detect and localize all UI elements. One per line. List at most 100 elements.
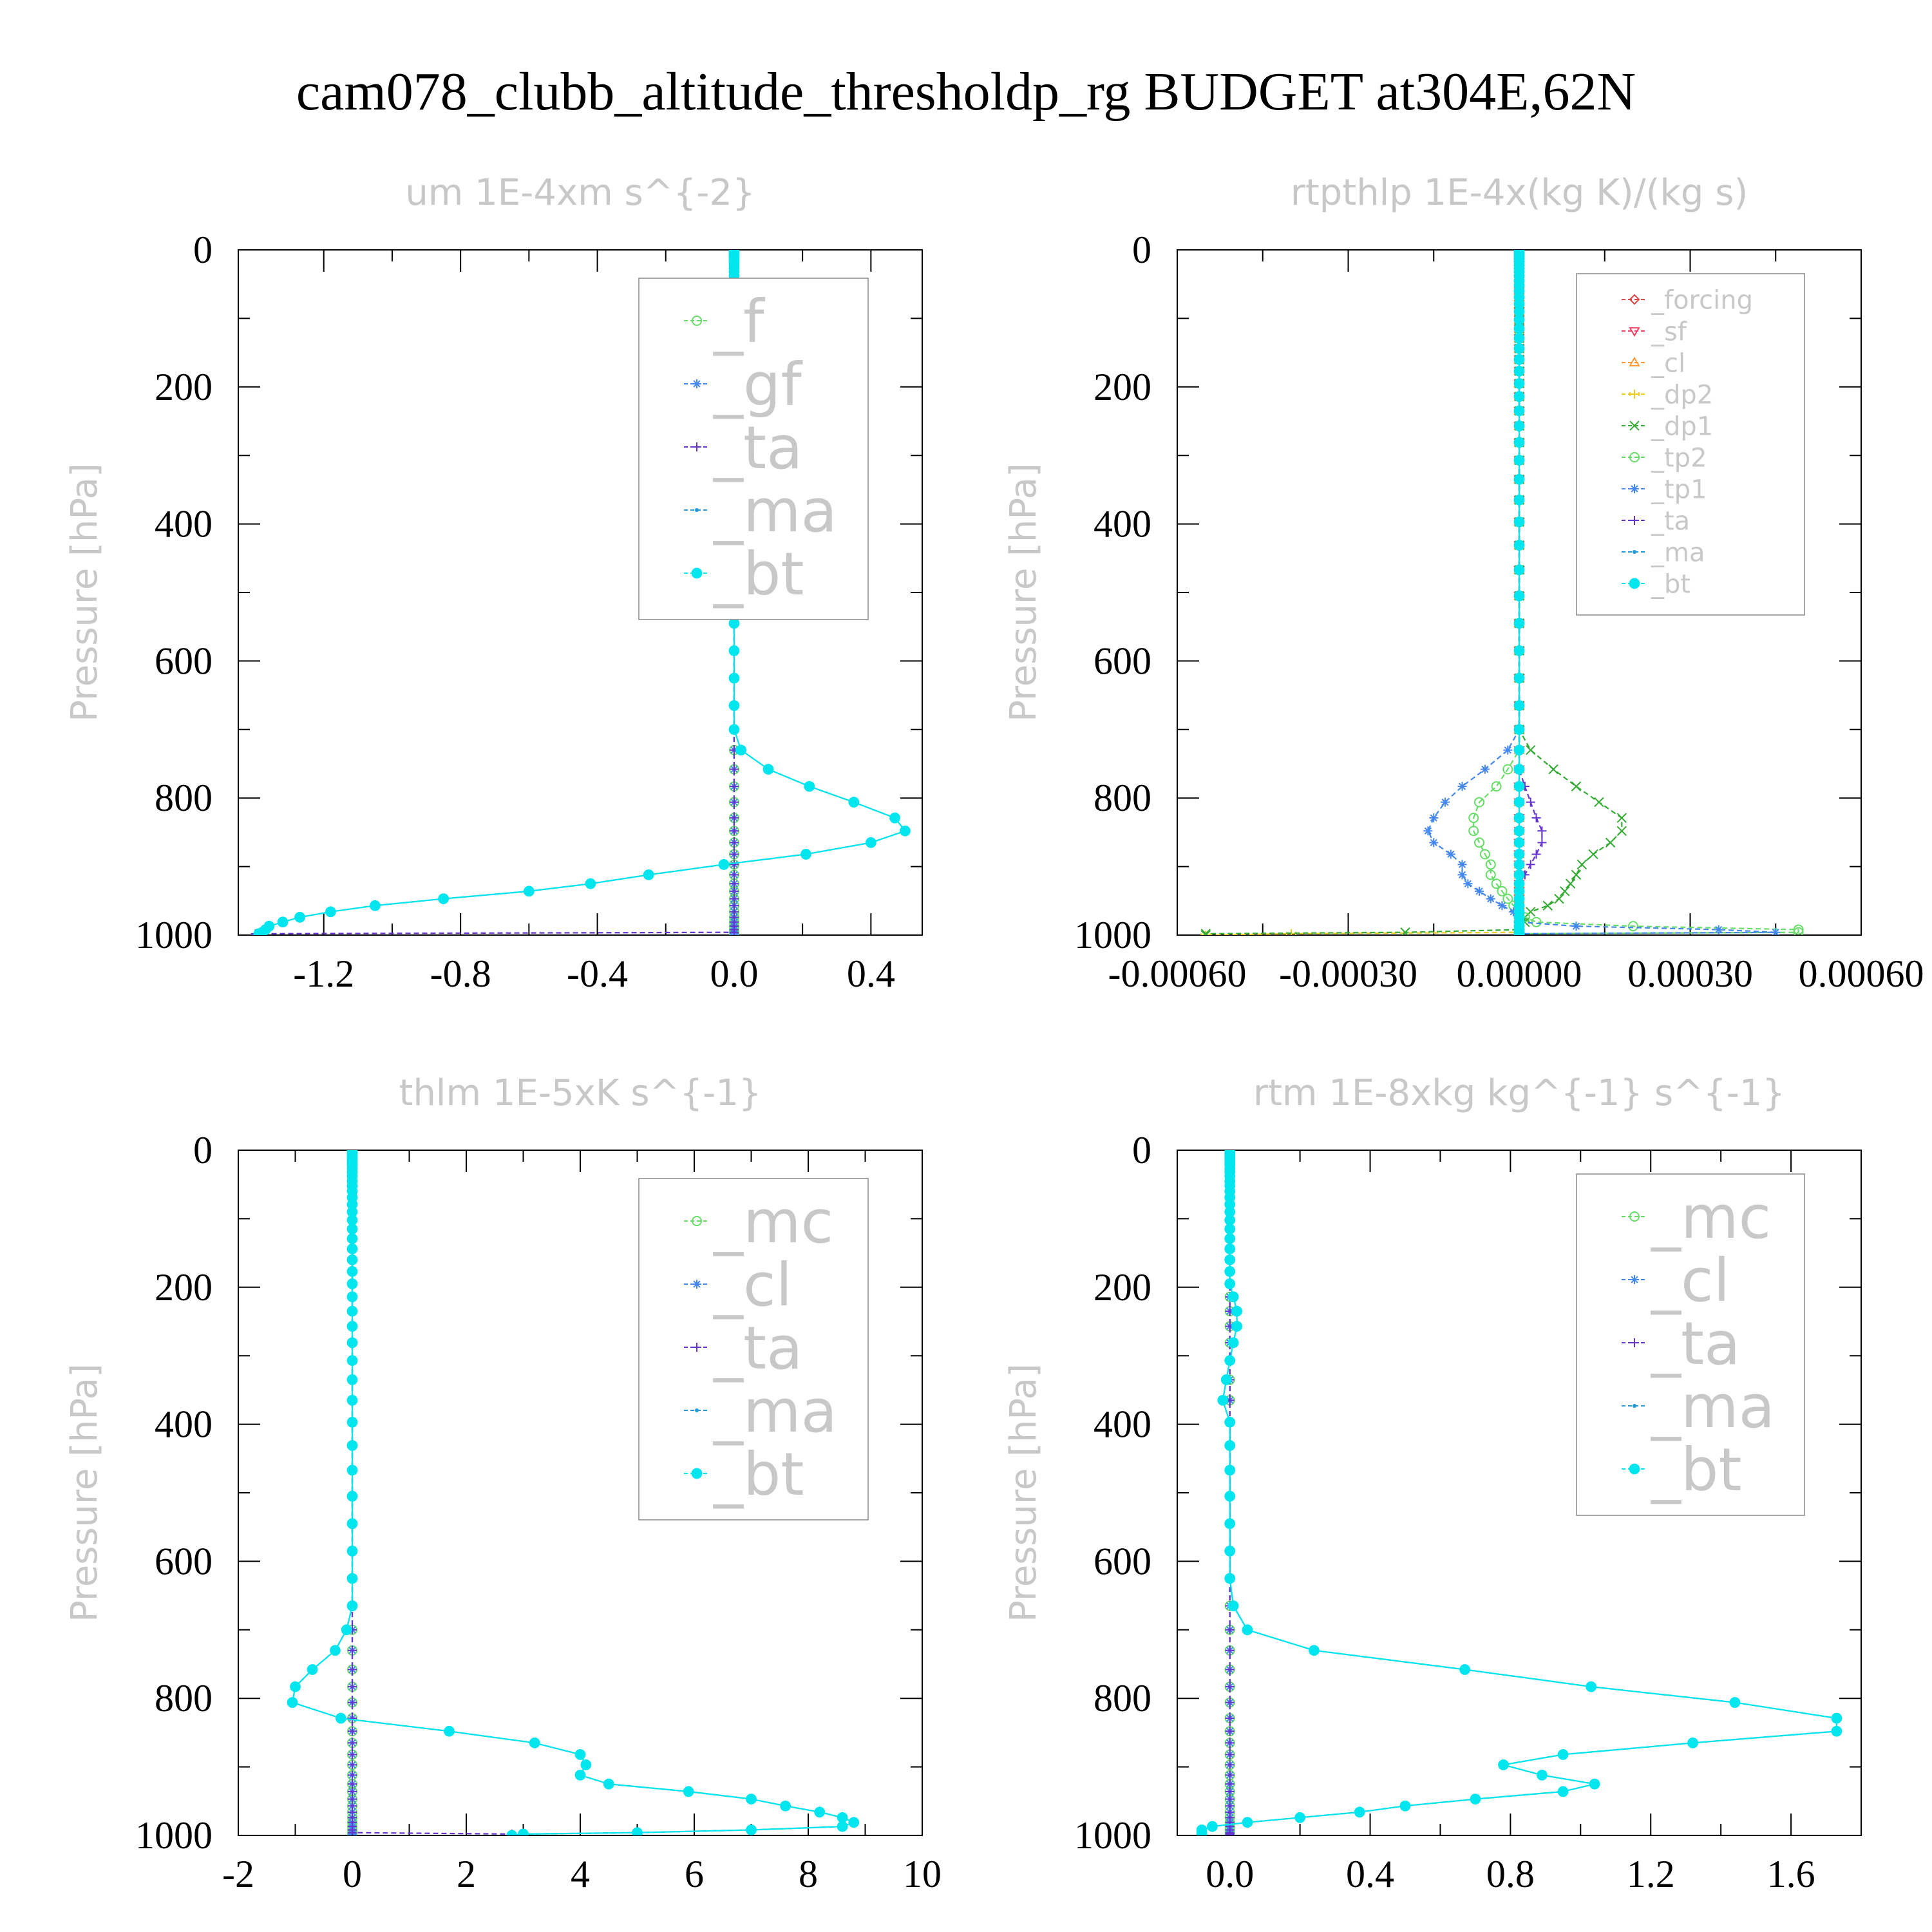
marker-shape [1224,1440,1236,1451]
data-point [1309,1645,1320,1656]
data-point [346,1337,358,1349]
marker-shape [1526,860,1535,869]
marker-shape [1200,930,1211,935]
data-point [277,916,289,928]
data-point [287,1697,298,1708]
data-point [728,724,740,735]
data-point [1531,849,1541,859]
data-point [762,764,774,775]
data-point [1225,1750,1235,1759]
data-point [346,1518,358,1530]
legend-label: _dp1 [1651,412,1713,441]
data-point [1224,1198,1236,1210]
marker-shape [1628,921,1638,932]
data-point [1459,1664,1470,1675]
data-point [1474,797,1485,808]
data-point [1220,1374,1232,1385]
marker-shape [1513,618,1525,629]
data-point [346,1215,358,1226]
marker-shape [348,1698,357,1707]
data-point [346,1278,358,1289]
legend-label: _mc [713,1188,833,1256]
data-point [729,764,739,774]
data-point [1242,1817,1253,1828]
y-axis-label: Pressure [hPa] [64,1363,106,1622]
chart-panel-3: thlm 1E-5xK s^{-1} Pressure [hPa] 0 200 400 6… [64,1072,942,1895]
legend: _f_gf_ta_ma_bt [638,278,869,620]
marker-shape [1629,578,1640,589]
marker-shape [1440,797,1450,807]
legend-label: _ta [713,413,802,482]
marker-shape [1513,837,1525,848]
legend-marker [1629,390,1640,399]
y-tick-label: 800 [1094,777,1151,819]
data-point [529,1737,540,1748]
marker-shape [1220,1374,1232,1385]
marker-shape [1225,1625,1235,1634]
marker-shape [1468,826,1479,837]
marker-shape [1513,781,1525,792]
data-point [683,1786,694,1797]
data-point [1242,1624,1253,1636]
data-point [1513,812,1525,824]
data-point [1399,1800,1411,1812]
marker-shape [1554,893,1564,904]
data-point [346,1600,358,1611]
data-point [729,870,739,880]
marker-shape [330,1645,341,1656]
data-point [1225,1714,1235,1723]
data-point [1400,927,1410,935]
data-point [1231,1305,1242,1317]
series-ta [348,1150,516,1835]
marker-shape [735,744,746,756]
marker-shape [1513,672,1525,684]
data-point [1513,929,1525,935]
data-point [1513,869,1525,880]
data-point [1224,1233,1236,1244]
data-point [330,1645,341,1656]
marker-shape [1513,825,1525,837]
data-point [348,1714,357,1723]
data-point [1513,306,1525,317]
data-point [848,1817,860,1828]
marker-shape [1429,838,1439,848]
data-point [1498,1759,1509,1770]
marker-shape [1225,1786,1235,1796]
panel-title: rtm 1E-8xkg kg^{-1} s^{-1} [1253,1072,1785,1114]
legend-marker [1629,357,1640,366]
data-point [1513,564,1525,576]
marker-shape [1242,1624,1253,1636]
marker-shape [1498,1759,1509,1770]
marker-shape [1513,306,1525,317]
marker-shape [1616,813,1627,823]
data-point [1440,797,1450,807]
data-point [1457,782,1467,791]
marker-shape [729,927,739,935]
legend: _mc_cl_ta_ma_bt [638,1178,869,1520]
data-point [1423,826,1433,836]
legend-label: _ma [1651,538,1705,567]
marker-shape [523,886,535,897]
legend-label: _ma [1651,1372,1775,1441]
data-point [1513,540,1525,551]
marker-shape [1225,1750,1235,1759]
marker-shape [346,1265,358,1277]
marker-shape [1571,869,1582,880]
marker-shape [1463,879,1473,889]
data-point [1513,354,1525,365]
data-point [294,911,305,923]
legend-marker [695,508,699,512]
y-tick-label: 400 [155,503,213,545]
marker-shape [1400,927,1410,935]
data-point [346,1321,358,1332]
marker-shape [1224,1206,1236,1218]
marker-shape [718,859,730,870]
x-tick-label: -1.2 [293,952,354,995]
data-point [1217,1394,1229,1406]
marker-shape [1771,927,1781,935]
data-point [1224,1546,1236,1557]
data-point [1485,859,1496,870]
legend-marker [1629,294,1640,305]
data-point [1542,900,1553,911]
marker-shape [1231,1321,1242,1332]
